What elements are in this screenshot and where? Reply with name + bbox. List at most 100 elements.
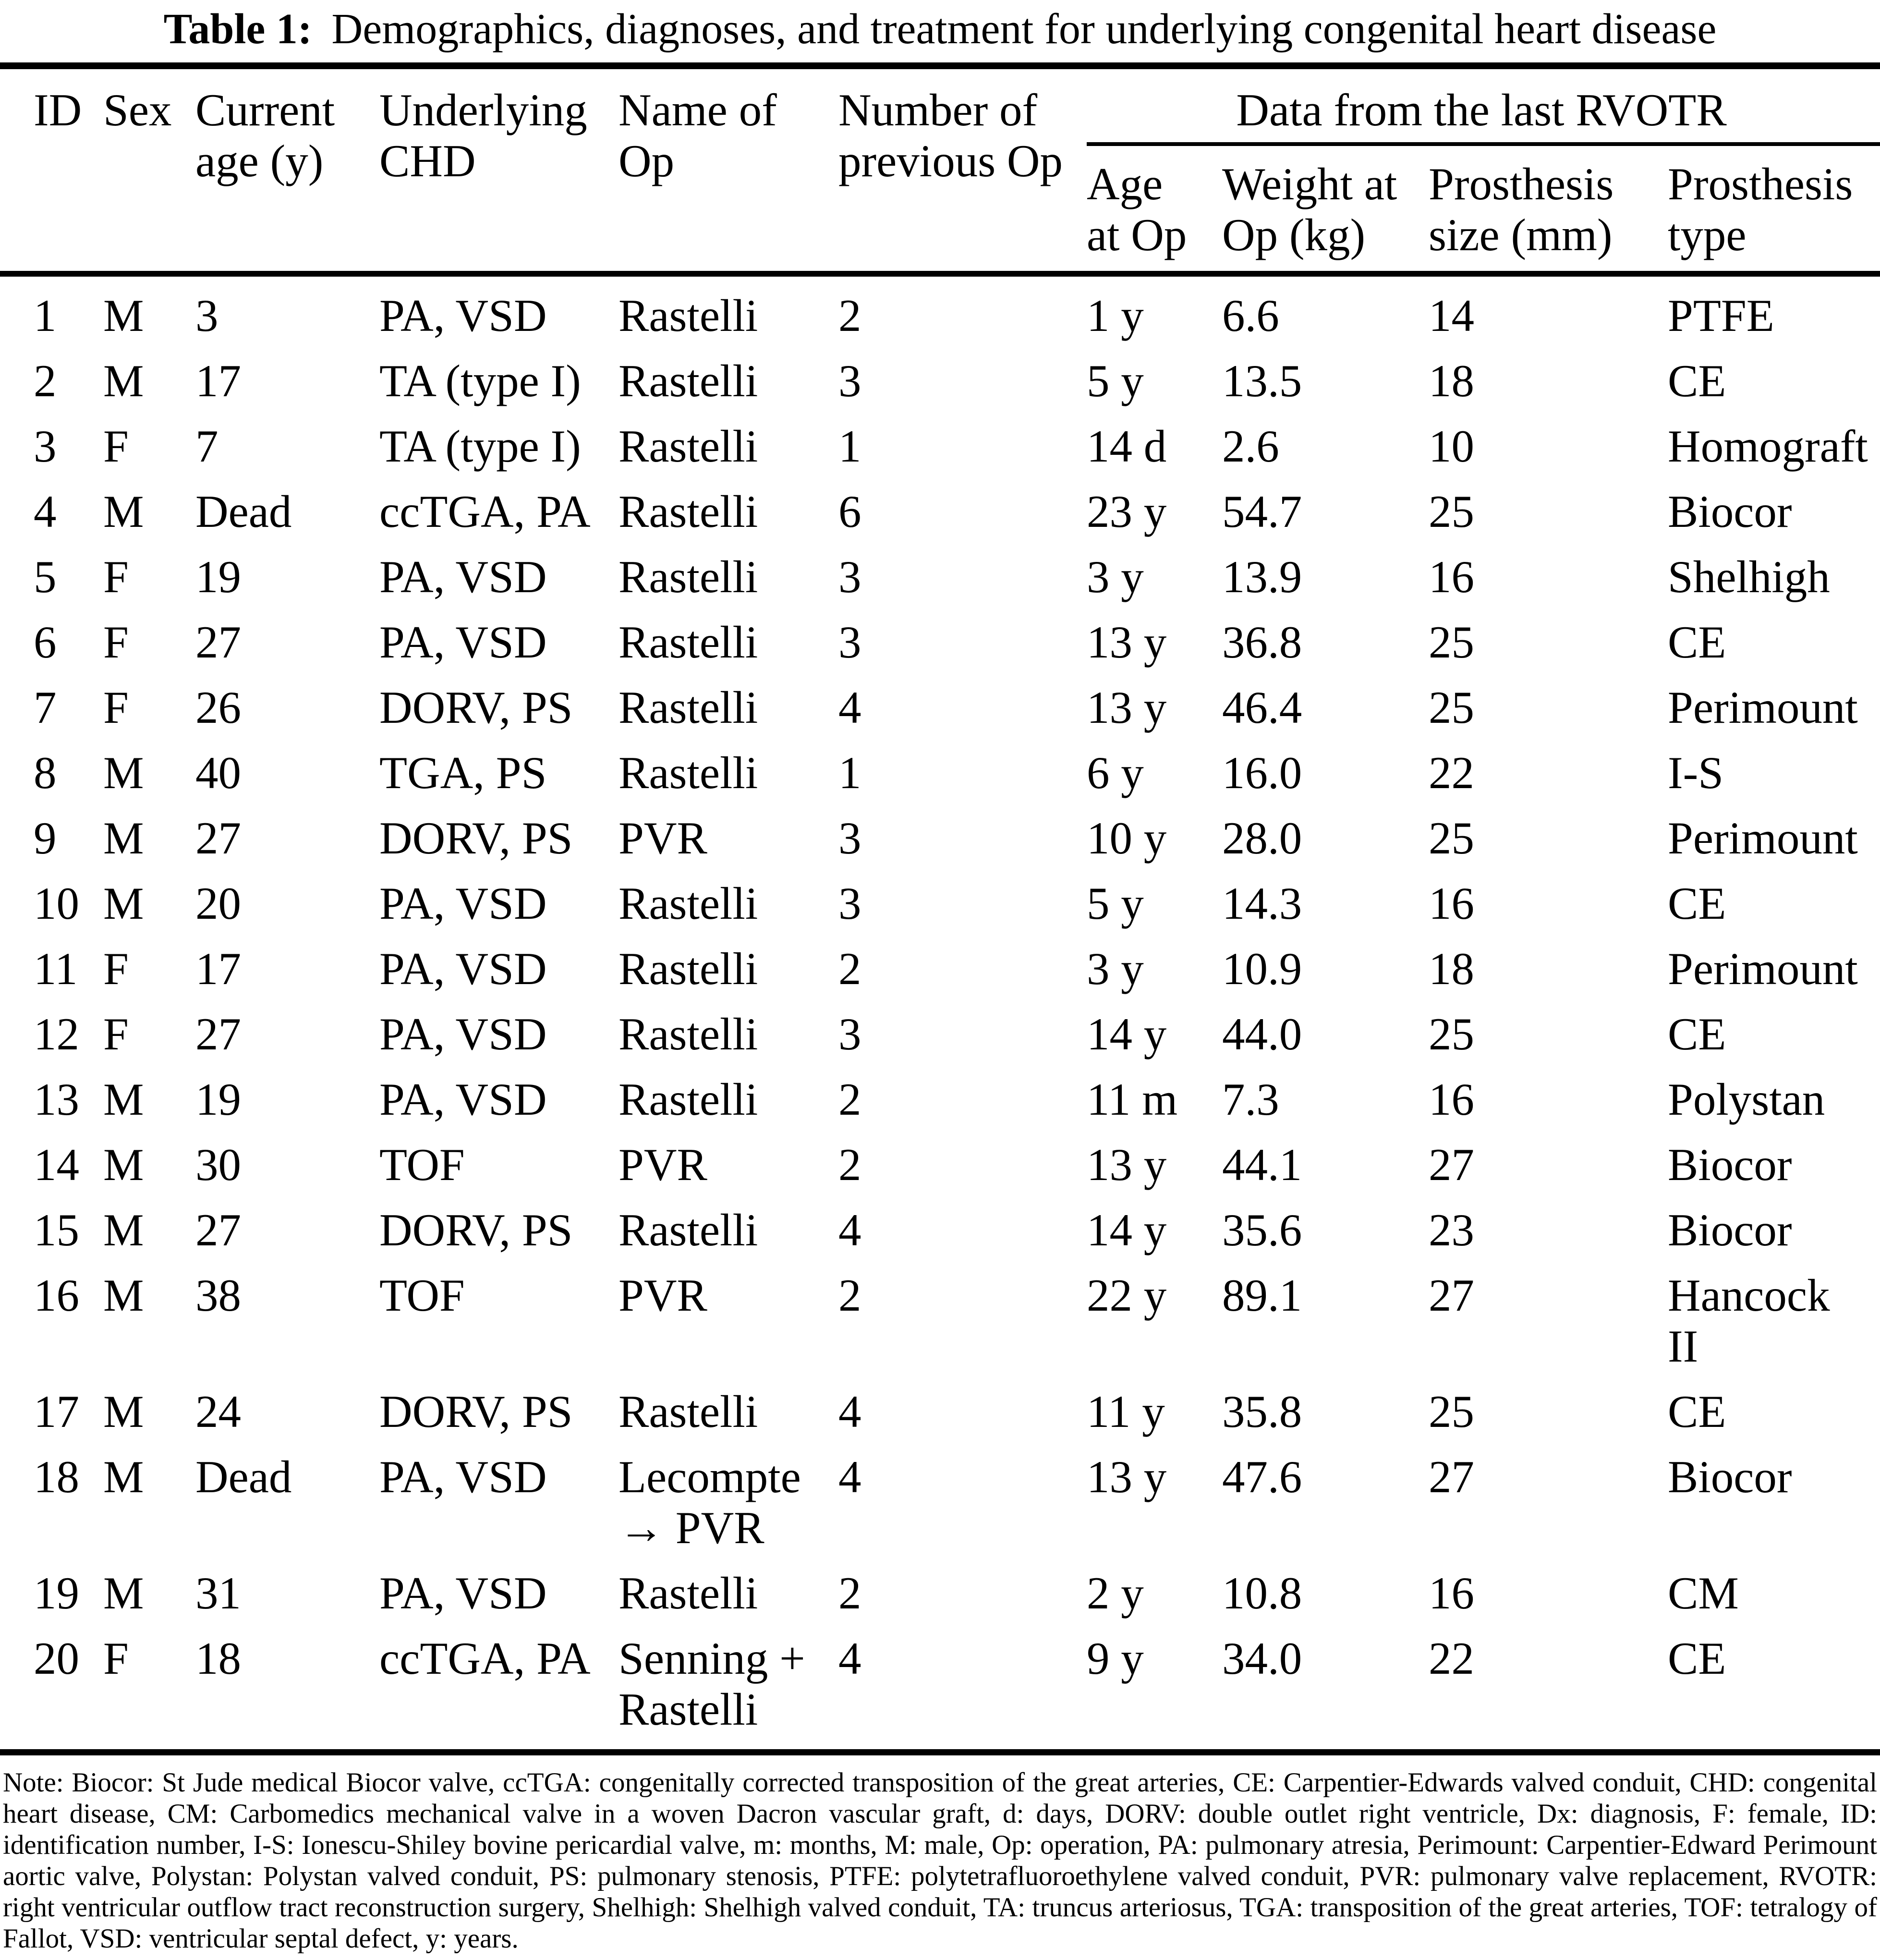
table-cell: 38 [195, 1270, 241, 1321]
table-row: 10 M 20 PA, VSD Rastelli 3 5 y 14.3 16 CE [0, 871, 1880, 936]
table-cell: 13 y [1087, 617, 1167, 668]
table-cell: 16 [1429, 878, 1474, 929]
table-cell: PA, VSD [379, 943, 547, 994]
table-cell: 3 [838, 551, 861, 602]
table-cell: 18 [1429, 943, 1474, 994]
table-cell: 14.3 [1222, 878, 1302, 929]
table-cell: DORV, PS [379, 1205, 573, 1255]
table-cell: M [103, 1205, 144, 1255]
table-cell: 1 y [1087, 271, 1222, 348]
table-cell: 16 [1429, 1568, 1474, 1619]
table-cell: 3 [838, 1009, 861, 1059]
table-cell: TA (type I) [379, 355, 581, 406]
table-cell: PA, VSD [379, 1074, 547, 1125]
table-cell: 18 [1429, 355, 1474, 406]
table-cell: Biocor [1668, 1139, 1792, 1190]
table-cell: Hancock II [1668, 1270, 1830, 1372]
table-cell: 10 [34, 878, 79, 929]
table-cell: 10.8 [1222, 1568, 1302, 1619]
table-cell: 11 [34, 943, 78, 994]
table-cell: ccTGA, PA [379, 486, 591, 537]
table-cell: Rastelli [619, 421, 758, 472]
table-cell: 9 [34, 813, 57, 864]
group-header-rvotr: Data from the last RVOTR [1087, 66, 1880, 146]
table-cell: TOF [379, 1270, 465, 1321]
table-cell: Biocor [1668, 486, 1792, 537]
table-cell: 4 [838, 682, 861, 733]
table-cell: TGA, PS [379, 747, 547, 798]
table-cell: 23 y [1087, 486, 1167, 537]
table-cell: 14 y [1087, 1205, 1167, 1255]
table-cell: PVR [619, 1270, 707, 1321]
table-cell: PVR [619, 813, 707, 864]
table-cell: 25 [1429, 682, 1474, 733]
table-row: 8 M 40 TGA, PS Rastelli 1 6 y 16.0 22 I-S [0, 740, 1880, 805]
table-cell: M [103, 1451, 144, 1502]
table-cell: M [103, 486, 144, 537]
table-cell: 25 [1429, 486, 1474, 537]
table-cell: 17 [195, 355, 241, 406]
table-cell: M [103, 1568, 144, 1619]
table-cell: 5 y [1087, 355, 1144, 406]
header-row-sub: Age at Op Weight at Op (kg) Prosthesis s… [0, 144, 1880, 274]
table-title-label: Table 1: [163, 5, 312, 53]
col-header-weight-at-op: Weight at Op (kg) [1222, 158, 1397, 260]
table-cell: 4 [34, 486, 57, 537]
table-cell: 10 [1429, 421, 1474, 472]
table-cell: 2 [838, 1074, 861, 1125]
table-cell: F [103, 617, 129, 668]
table-cell: 22 [1429, 747, 1474, 798]
table-cell: Senning + Rastelli [619, 1626, 838, 1755]
table-cell: 16 [34, 1270, 79, 1321]
table-cell: 25 [1429, 1009, 1474, 1059]
table-cell: 27 [195, 1205, 241, 1255]
table-cell: 20 [0, 1626, 103, 1755]
table-cell: 12 [34, 1009, 79, 1059]
table-row: 4 M Dead ccTGA, PA Rastelli 6 23 y 54.7 25 Biocor [0, 479, 1880, 544]
table-cell: 2 y [1087, 1568, 1144, 1619]
table-cell: ccTGA, PA [379, 1626, 619, 1755]
table-row: 14 M 30 TOF PVR 2 13 y 44.1 27 Biocor [0, 1132, 1880, 1197]
table-cell: 7.3 [1222, 1074, 1279, 1125]
table-cell: PTFE [1668, 271, 1880, 348]
table-cell: 34.0 [1222, 1626, 1429, 1755]
table-cell: PA, VSD [379, 1568, 547, 1619]
table-cell: PVR [619, 1139, 707, 1190]
table-row: 17 M 24 DORV, PS Rastelli 4 11 y 35.8 25 CE [0, 1379, 1880, 1444]
table-cell: CE [1668, 878, 1726, 929]
table-cell: M [103, 1139, 144, 1190]
table-cell: 2 [838, 1139, 861, 1190]
table-cell: 13 y [1087, 1451, 1167, 1502]
table-cell: 15 [34, 1205, 79, 1255]
table-row: 1 M 3 PA, VSD Rastelli 2 1 y 6.6 14 PTFE [0, 271, 1880, 348]
table-cell: 13.5 [1222, 355, 1302, 406]
table-cell: F [103, 1009, 129, 1059]
table-cell: 6 [34, 617, 57, 668]
table-cell: 16.0 [1222, 747, 1302, 798]
table-cell: 28.0 [1222, 813, 1302, 864]
table-row: 3 F 7 TA (type I) Rastelli 1 14 d 2.6 10 Homograf… [0, 414, 1880, 479]
table-cell: 27 [1429, 1451, 1474, 1502]
table-cell: 47.6 [1222, 1451, 1302, 1502]
table-cell: PA, VSD [379, 551, 547, 602]
table-cell: 27 [1429, 1139, 1474, 1190]
table-cell: 89.1 [1222, 1270, 1302, 1321]
table-cell: 1 [0, 271, 103, 348]
table-cell: 14 [34, 1139, 79, 1190]
table-cell: 18 [34, 1451, 79, 1502]
table-cell: 14 d [1087, 421, 1167, 472]
table-cell: 10 y [1087, 813, 1167, 864]
table-cell: Perimount [1668, 813, 1858, 864]
table-row: 6 F 27 PA, VSD Rastelli 3 13 y 36.8 25 CE [0, 609, 1880, 675]
table-cell: 6.6 [1222, 271, 1429, 348]
table-cell: Polystan [1668, 1074, 1825, 1125]
table-cell: 19 [34, 1568, 79, 1619]
table-cell: 54.7 [1222, 486, 1302, 537]
table-title: Table 1: Demographics, diagnoses, and tre… [19, 5, 1861, 54]
table-row: 19 M 31 PA, VSD Rastelli 2 2 y 10.8 16 CM [0, 1560, 1880, 1626]
table-cell: F [103, 682, 129, 733]
table-cell: M [103, 813, 144, 864]
table-cell: 4 [838, 1626, 1087, 1755]
col-header-prosthesis-type: Prosthesis type [1668, 158, 1853, 260]
